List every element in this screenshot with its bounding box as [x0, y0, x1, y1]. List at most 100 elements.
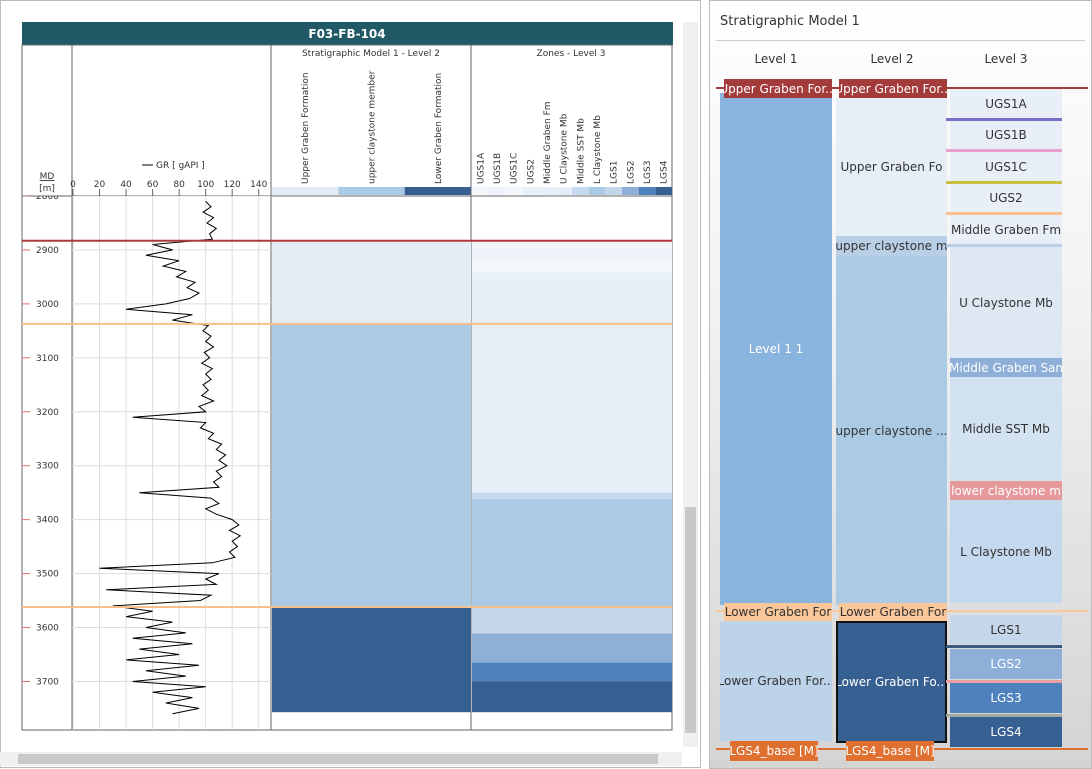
unit-block: Upper Graben Fo — [836, 98, 947, 236]
y-tick-label: 3700 — [36, 677, 59, 687]
y-tick-label: 3000 — [36, 300, 59, 310]
x-tick-label: 140 — [250, 180, 267, 190]
y-tick-label: 3100 — [36, 354, 59, 364]
interval — [272, 240, 471, 324]
interval-name: LGS4 — [660, 160, 670, 184]
legend-swatch — [488, 187, 506, 195]
zone-block: LGS1 — [950, 615, 1062, 644]
interval — [472, 271, 672, 283]
legend-swatch — [522, 187, 539, 195]
data-area: 2800 2900 3000 3100 3200 3300 3400 3500 3600 3700 — [22, 192, 672, 730]
zone-label: Middle Graben San — [950, 358, 1062, 377]
interval-name: LGS3 — [643, 161, 653, 184]
interval — [472, 259, 672, 272]
zones-title: Zones - Level 3 — [537, 49, 606, 59]
y-tick-label: 3500 — [36, 570, 59, 580]
base-label: LGS4_base [M] — [846, 741, 934, 761]
x-tick-label: 0 — [70, 180, 76, 190]
zone-line — [946, 212, 1062, 215]
y-tick-label: 2900 — [36, 246, 59, 256]
zone-block: UGS1A — [950, 89, 1062, 118]
y-tick-label: 3400 — [36, 516, 59, 526]
top-label: Upper Graben For... — [839, 79, 947, 98]
legend-swatch — [555, 187, 572, 195]
zone-block: UGS1C — [950, 152, 1062, 181]
column-header: Level 2 — [870, 52, 914, 66]
interval — [472, 633, 672, 663]
zone-block: Middle SST Mb — [950, 377, 1062, 481]
legend-swatch — [404, 187, 471, 195]
interval-name: UGS1A — [476, 152, 486, 184]
interval — [472, 248, 672, 260]
md-label: MD — [40, 172, 55, 182]
interval — [272, 607, 471, 713]
well-title: F03-FB-104 — [308, 27, 385, 41]
strat-title: Stratigraphic Model 1 - Level 2 — [302, 49, 440, 59]
base-label: LGS4_base [M] — [730, 741, 818, 761]
legend-swatch — [338, 187, 405, 195]
title-bar — [22, 22, 673, 45]
x-tick-label: 40 — [120, 180, 132, 190]
separator — [716, 40, 1085, 41]
interval-name: L Claystone Mb — [593, 115, 603, 184]
model-panel: Stratigraphic Model 1 Level 1 Level 2 Le… — [709, 0, 1092, 769]
legend-swatch — [605, 187, 622, 195]
interval — [472, 240, 672, 249]
zone-block: LGS3 — [950, 683, 1062, 713]
legend-swatch — [622, 187, 639, 195]
interval-name: LGS1 — [610, 161, 620, 184]
interval-name: UGS2 — [526, 159, 536, 184]
v-scroll-thumb[interactable] — [685, 507, 696, 733]
y-tick-label: 2800 — [36, 192, 59, 202]
column-header: Level 1 — [754, 52, 798, 66]
unit-block: Lower Graben For... — [720, 621, 832, 741]
zone-line — [946, 680, 1062, 683]
x-tick-label: 80 — [173, 180, 185, 190]
zone-line — [946, 645, 1062, 648]
interval-name: UGS1C — [510, 153, 520, 184]
interval — [272, 323, 471, 608]
x-tick-label: 60 — [147, 180, 159, 190]
interval — [472, 282, 672, 324]
interval-name: Middle Graben Fm — [543, 101, 553, 184]
zone-block: UGS2 — [950, 184, 1062, 212]
interval — [472, 662, 672, 682]
unit-block: upper claystone ... — [836, 256, 947, 605]
zone-block: Middle Graben Fm — [950, 215, 1062, 244]
interval-name: UGS1B — [493, 153, 503, 184]
legend-swatch — [472, 187, 489, 195]
legend-swatch — [572, 187, 589, 195]
interval — [472, 681, 672, 713]
interval — [472, 492, 672, 500]
x-tick-label: 120 — [224, 180, 241, 190]
top-label: Lower Graben For — [724, 603, 832, 621]
y-tick-label: 3600 — [36, 624, 59, 634]
zone-block: U Claystone Mb — [950, 247, 1062, 358]
interval-name: Upper Graben Formation — [301, 72, 311, 184]
zone-block: LGS2 — [950, 649, 1062, 679]
interval-name: Lower Graben Formation — [434, 73, 444, 184]
h-scroll-thumb[interactable] — [18, 754, 658, 764]
unit-block: Level 1 1 — [720, 93, 832, 605]
legend-swatch — [638, 187, 656, 195]
well-panel: F03-FB-104 MD [m] GR [ gAPI ] Stratigrap… — [0, 0, 701, 768]
zone-block: UGS1B — [950, 121, 1062, 149]
interval — [472, 323, 672, 493]
legend-swatch — [538, 187, 556, 195]
zone-line — [946, 714, 1062, 717]
legend-swatch — [272, 187, 339, 195]
top-label: Upper Graben For... — [724, 79, 832, 98]
gr-curve — [99, 201, 242, 715]
model-title: Stratigraphic Model 1 — [720, 13, 860, 29]
interval-name: LGS2 — [626, 161, 636, 184]
interval — [472, 607, 672, 634]
gr-legend: GR [ gAPI ] — [156, 161, 205, 171]
zone-block: LGS4 — [950, 717, 1062, 747]
y-tick-label: 3200 — [36, 408, 59, 418]
zone-block: L Claystone Mb — [950, 500, 1062, 603]
zone-line — [946, 244, 1062, 247]
interval-name: upper claystone member — [368, 70, 378, 184]
zone-line — [946, 149, 1062, 152]
zone-line — [946, 118, 1062, 121]
